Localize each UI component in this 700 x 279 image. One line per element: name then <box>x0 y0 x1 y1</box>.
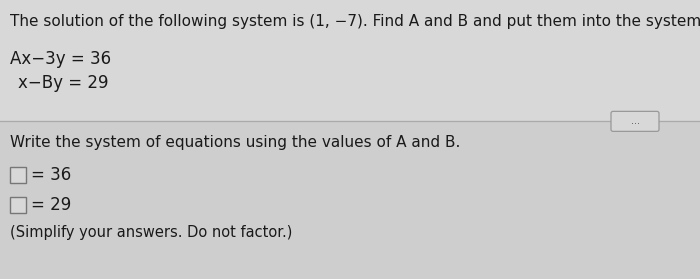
FancyBboxPatch shape <box>611 111 659 131</box>
Bar <box>0 0 700 121</box>
Bar <box>0 121 700 279</box>
Text: x−By = 29: x−By = 29 <box>18 74 108 92</box>
Bar <box>10 197 26 213</box>
Bar <box>10 167 26 183</box>
Text: ...: ... <box>631 116 640 126</box>
Text: (Simplify your answers. Do not factor.): (Simplify your answers. Do not factor.) <box>10 225 293 240</box>
Text: = 29: = 29 <box>31 196 71 214</box>
Text: Ax−3y = 36: Ax−3y = 36 <box>10 50 111 68</box>
Text: The solution of the following system is (1, −7). Find A and B and put them into : The solution of the following system is … <box>10 14 700 29</box>
Text: = 36: = 36 <box>31 166 71 184</box>
Text: Write the system of equations using the values of A and B.: Write the system of equations using the … <box>10 135 461 150</box>
